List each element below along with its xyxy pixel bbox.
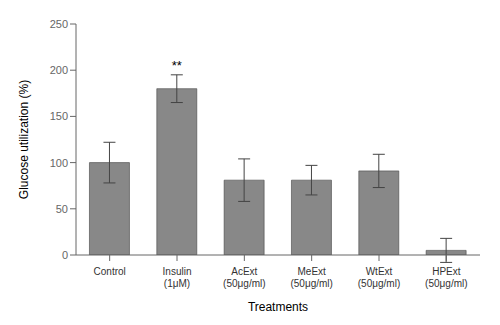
svg-text:Glucose utilization (%): Glucose utilization (%) bbox=[17, 80, 31, 199]
svg-text:MeExt(50μg/ml): MeExt(50μg/ml) bbox=[290, 266, 332, 289]
svg-text:HPExt(50μg/ml): HPExt(50μg/ml) bbox=[425, 266, 467, 289]
svg-text:Insulin(1μM): Insulin(1μM) bbox=[163, 266, 192, 289]
svg-text:50: 50 bbox=[56, 203, 68, 215]
svg-text:200: 200 bbox=[50, 64, 68, 76]
svg-text:Treatments: Treatments bbox=[248, 300, 308, 314]
svg-text:0: 0 bbox=[62, 249, 68, 261]
svg-text:Control: Control bbox=[94, 266, 126, 277]
svg-text:WtExt(50μg/ml): WtExt(50μg/ml) bbox=[358, 266, 400, 289]
svg-text:150: 150 bbox=[50, 110, 68, 122]
svg-text:**: ** bbox=[172, 58, 182, 73]
svg-text:100: 100 bbox=[50, 157, 68, 169]
svg-text:AcExt(50μg/ml): AcExt(50μg/ml) bbox=[223, 266, 265, 289]
svg-text:250: 250 bbox=[50, 18, 68, 30]
